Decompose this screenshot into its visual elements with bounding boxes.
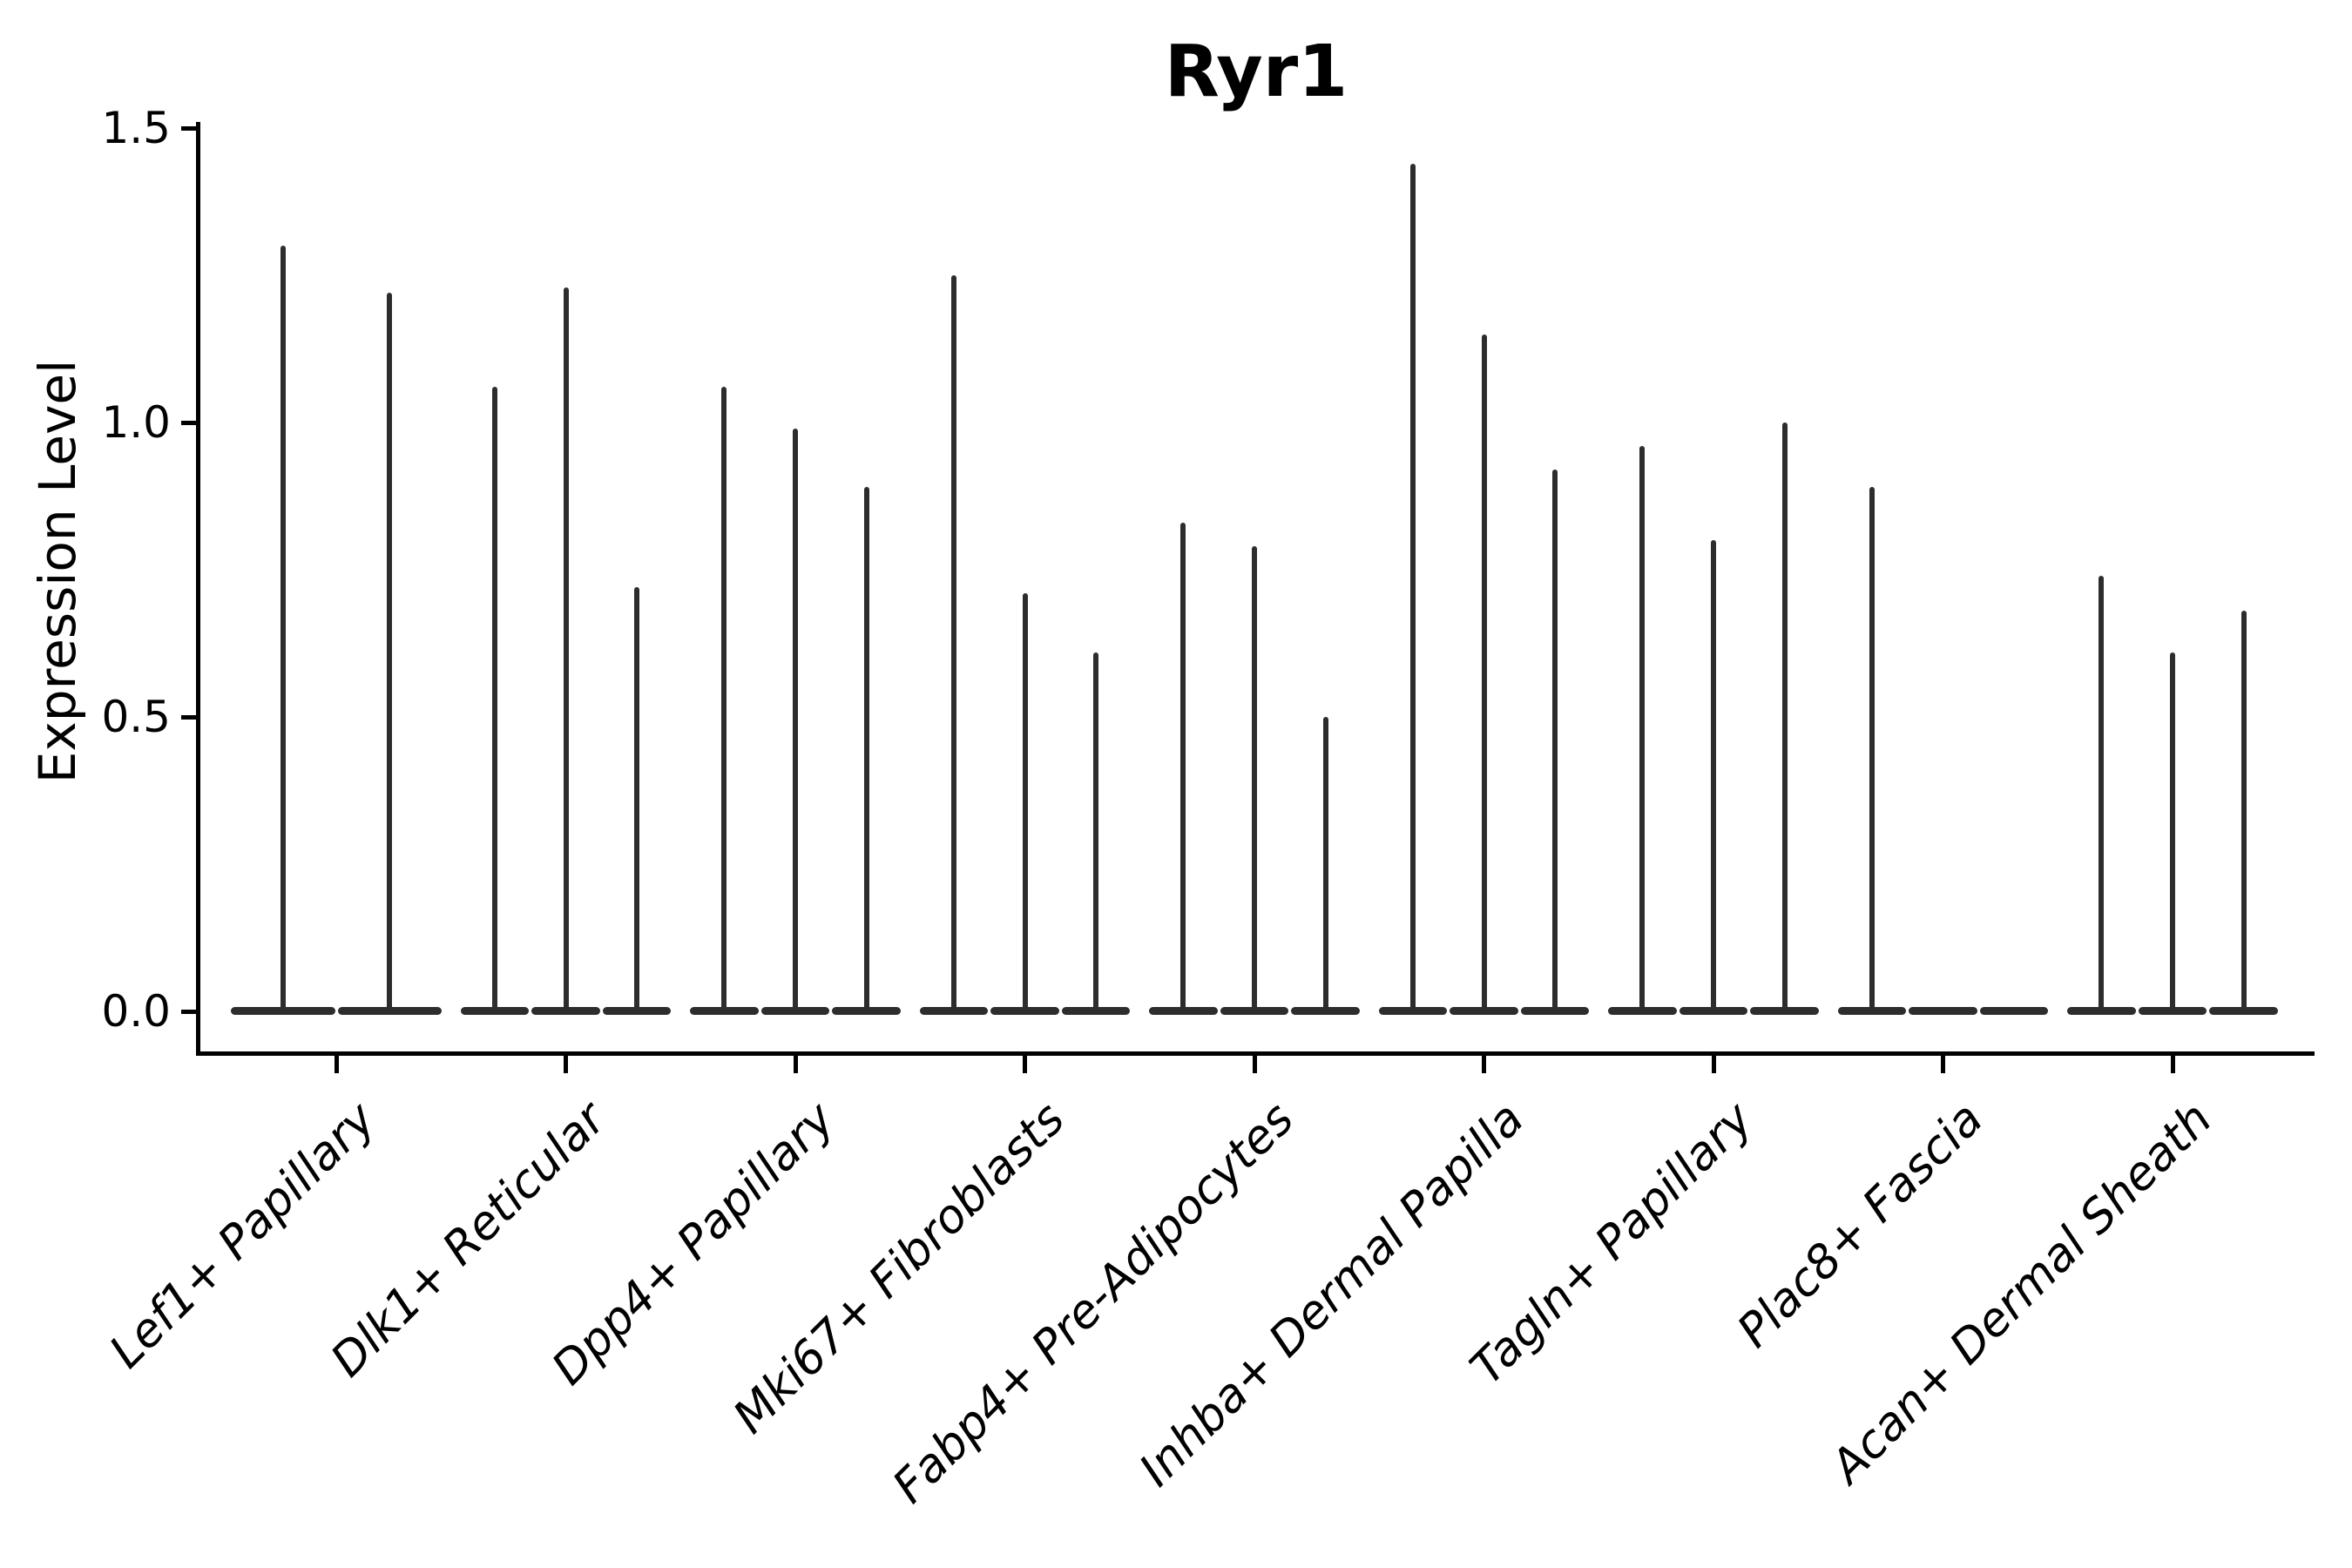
violin-spike bbox=[491, 387, 497, 1013]
y-tick-mark bbox=[181, 1010, 196, 1014]
violin-spike bbox=[1093, 652, 1099, 1013]
violin-spike bbox=[1022, 593, 1028, 1013]
x-tick-label: Fabp4+ Pre-Adipocytes bbox=[882, 1092, 1305, 1514]
violin-spike bbox=[1252, 545, 1257, 1013]
violin-baseline bbox=[1909, 1007, 1977, 1015]
y-tick-label: 1.5 bbox=[101, 103, 171, 153]
violin-spike bbox=[721, 387, 727, 1013]
violin-spike bbox=[1711, 540, 1716, 1013]
y-tick-mark bbox=[181, 421, 196, 425]
x-axis-spine bbox=[196, 1051, 2315, 1056]
violin-spike bbox=[1322, 717, 1328, 1013]
violin-spike bbox=[387, 293, 393, 1013]
violin-spike bbox=[2099, 575, 2105, 1013]
y-tick-mark bbox=[181, 126, 196, 131]
y-tick-label: 0.0 bbox=[101, 986, 171, 1037]
violin-spike bbox=[2170, 652, 2175, 1013]
x-tick-label: Plac8+ Fascia bbox=[1727, 1092, 1993, 1358]
x-tick-mark bbox=[1023, 1056, 1027, 1073]
x-tick-label: Inhba+ Dermal Papilla bbox=[1129, 1092, 1534, 1497]
x-tick-mark bbox=[564, 1056, 568, 1073]
x-tick-label: Acan+ Dermal Sheath bbox=[1821, 1092, 2223, 1494]
violin-spike bbox=[563, 287, 569, 1013]
violin-spike bbox=[793, 428, 798, 1013]
violin-spike bbox=[1552, 470, 1558, 1013]
violin-spike bbox=[1481, 334, 1487, 1013]
violin-spike bbox=[280, 246, 286, 1013]
violin-spike bbox=[1781, 422, 1788, 1013]
x-tick-mark bbox=[1482, 1056, 1486, 1073]
x-tick-mark bbox=[334, 1056, 339, 1073]
violin-spike bbox=[634, 587, 640, 1013]
violin-spike bbox=[1869, 487, 1875, 1013]
x-tick-mark bbox=[1711, 1056, 1716, 1073]
violin-baseline bbox=[1979, 1007, 2049, 1015]
violin-spike bbox=[1180, 522, 1186, 1013]
violin-spike bbox=[1409, 163, 1416, 1013]
x-tick-mark bbox=[2170, 1056, 2175, 1073]
violin-spike bbox=[1639, 446, 1646, 1013]
violin-spike bbox=[950, 275, 956, 1013]
x-tick-mark bbox=[1252, 1056, 1257, 1073]
y-axis-label: Expression Level bbox=[28, 359, 87, 784]
violin-spike bbox=[863, 487, 869, 1013]
x-tick-mark bbox=[793, 1056, 798, 1073]
y-axis-spine bbox=[196, 122, 200, 1056]
y-tick-label: 1.0 bbox=[101, 397, 171, 448]
chart-title: Ryr1 bbox=[1164, 30, 1348, 113]
x-tick-mark bbox=[1941, 1056, 1945, 1073]
y-tick-label: 0.5 bbox=[101, 692, 171, 742]
y-tick-mark bbox=[181, 715, 196, 720]
violin-spike bbox=[2240, 611, 2247, 1013]
